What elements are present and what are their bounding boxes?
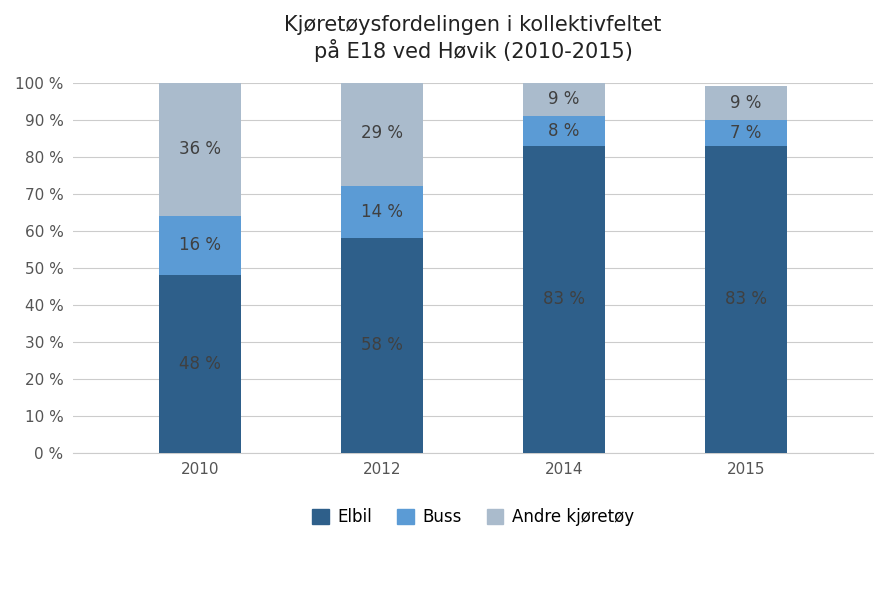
Bar <box>341 238 423 452</box>
Bar <box>341 79 423 186</box>
Text: 58 %: 58 % <box>361 336 403 354</box>
Text: 14 %: 14 % <box>361 203 403 221</box>
Text: 9 %: 9 % <box>548 91 580 109</box>
Text: 9 %: 9 % <box>730 94 761 112</box>
Bar <box>160 83 242 216</box>
Title: Kjøretøysfordelingen i kollektivfeltet
på E18 ved Høvik (2010-2015): Kjøretøysfordelingen i kollektivfeltet p… <box>284 15 662 62</box>
Bar <box>705 120 787 146</box>
Text: 36 %: 36 % <box>179 141 221 158</box>
Text: 29 %: 29 % <box>361 124 403 142</box>
Bar <box>705 87 787 120</box>
Text: 7 %: 7 % <box>730 124 761 142</box>
Bar <box>523 83 605 116</box>
Bar <box>705 146 787 452</box>
Text: 48 %: 48 % <box>179 355 221 373</box>
Text: 83 %: 83 % <box>543 290 585 308</box>
Bar <box>523 116 605 146</box>
Text: 8 %: 8 % <box>548 122 580 140</box>
Bar <box>160 216 242 275</box>
Bar <box>341 186 423 238</box>
Text: 16 %: 16 % <box>179 237 221 254</box>
Text: 83 %: 83 % <box>725 290 766 308</box>
Legend: Elbil, Buss, Andre kjøretøy: Elbil, Buss, Andre kjøretøy <box>305 502 640 533</box>
Bar <box>523 146 605 452</box>
Bar <box>160 275 242 452</box>
